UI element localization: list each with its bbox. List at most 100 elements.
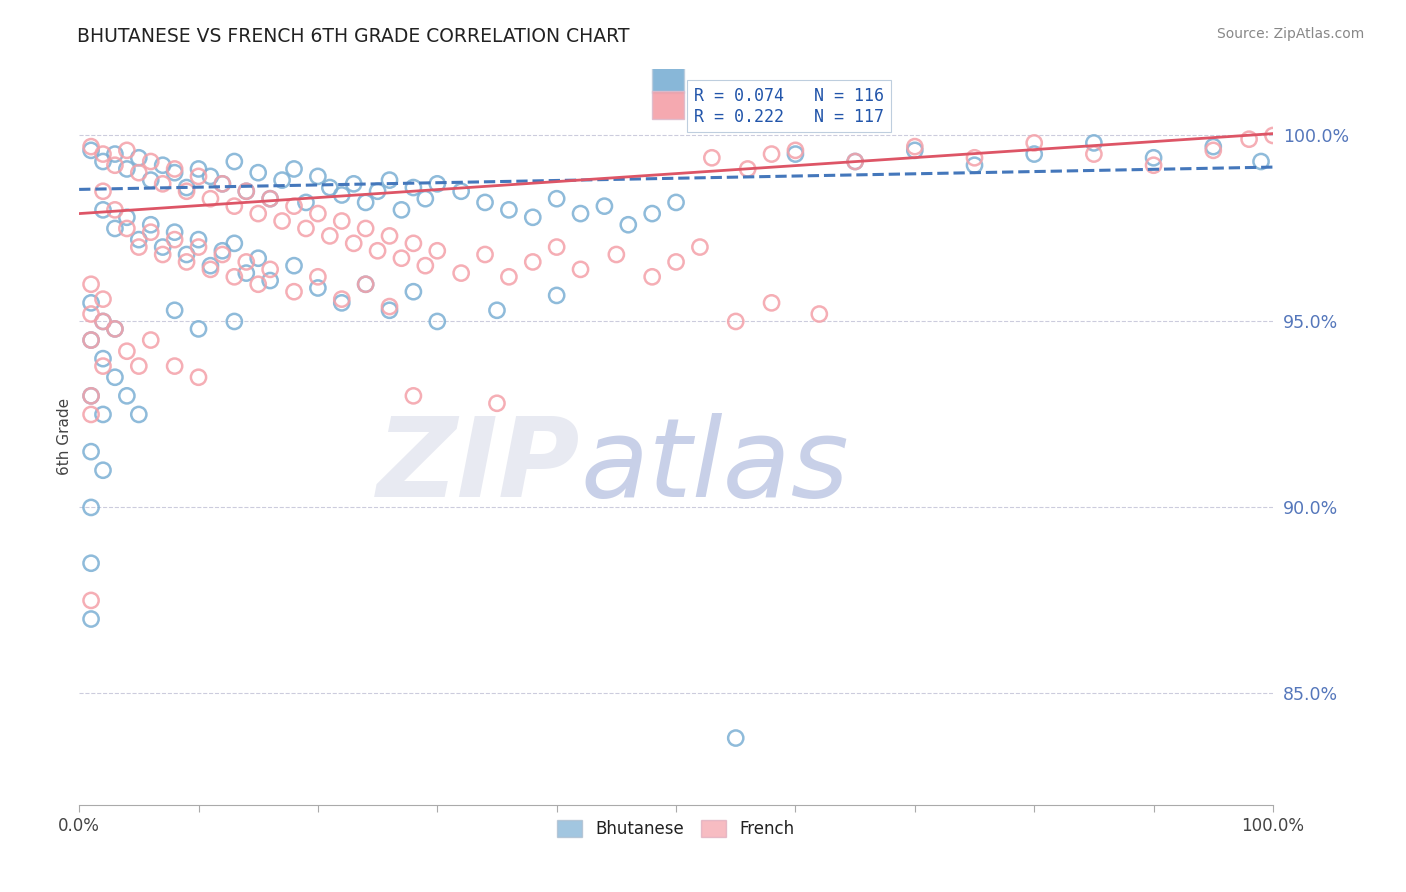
Point [724,731,747,745]
Point [259,192,281,206]
Point [307,281,329,295]
Point [665,195,688,210]
Point [963,151,986,165]
FancyBboxPatch shape [652,65,685,93]
Point [104,322,127,336]
Point [187,370,209,384]
Point [80,307,103,321]
Point [307,206,329,220]
Point [485,396,508,410]
Point [163,166,186,180]
Point [104,322,127,336]
Point [139,173,162,187]
Point [700,151,723,165]
Point [1142,158,1164,172]
Point [91,202,114,217]
Point [295,195,318,210]
Point [522,211,544,225]
Point [247,277,270,292]
Point [80,296,103,310]
Point [128,408,150,422]
Point [139,154,162,169]
Point [1202,139,1225,153]
Point [80,500,103,515]
Point [283,259,305,273]
Point [402,285,425,299]
Point [415,259,437,273]
Point [474,247,496,261]
Point [115,161,138,176]
Point [152,177,174,191]
Point [187,322,209,336]
Point [1083,136,1105,150]
Point [235,255,257,269]
Point [319,180,342,194]
Point [91,184,114,198]
Point [283,285,305,299]
Point [91,314,114,328]
Point [91,408,114,422]
Point [235,184,257,198]
Point [259,192,281,206]
Point [498,202,520,217]
Point [330,214,353,228]
Point [139,218,162,232]
Point [785,147,807,161]
Point [1024,147,1046,161]
Point [593,199,616,213]
Point [354,277,377,292]
Point [474,195,496,210]
Point [224,314,246,328]
Point [844,154,866,169]
Text: R = 0.074   N = 116
R = 0.222   N = 117: R = 0.074 N = 116 R = 0.222 N = 117 [695,87,884,126]
Point [426,177,449,191]
Point [91,292,114,306]
Point [187,169,209,184]
Point [641,206,664,220]
Point [80,612,103,626]
Point [91,359,114,373]
Point [176,255,198,269]
Point [569,206,592,220]
Point [343,177,366,191]
Point [402,236,425,251]
Point [330,296,353,310]
Point [307,269,329,284]
Point [844,154,866,169]
Point [271,214,294,228]
Point [187,233,209,247]
Text: ZIP: ZIP [377,413,581,520]
Point [91,463,114,477]
Point [808,307,831,321]
Point [485,303,508,318]
Point [187,161,209,176]
Point [104,202,127,217]
Point [283,199,305,213]
Point [724,314,747,328]
Point [737,161,759,176]
Point [259,262,281,277]
FancyBboxPatch shape [652,91,685,120]
Point [80,556,103,570]
Point [1024,136,1046,150]
Point [163,233,186,247]
Point [963,158,986,172]
Point [163,303,186,318]
Point [128,240,150,254]
Point [450,184,472,198]
Point [224,154,246,169]
Point [689,240,711,254]
Legend: Bhutanese, French: Bhutanese, French [551,813,801,845]
Point [224,199,246,213]
Point [115,211,138,225]
Point [522,255,544,269]
Point [224,236,246,251]
Point [104,370,127,384]
Point [391,251,413,265]
Point [104,158,127,172]
Point [80,408,103,422]
Point [176,184,198,198]
Point [354,195,377,210]
Point [200,192,222,206]
Point [319,228,342,243]
